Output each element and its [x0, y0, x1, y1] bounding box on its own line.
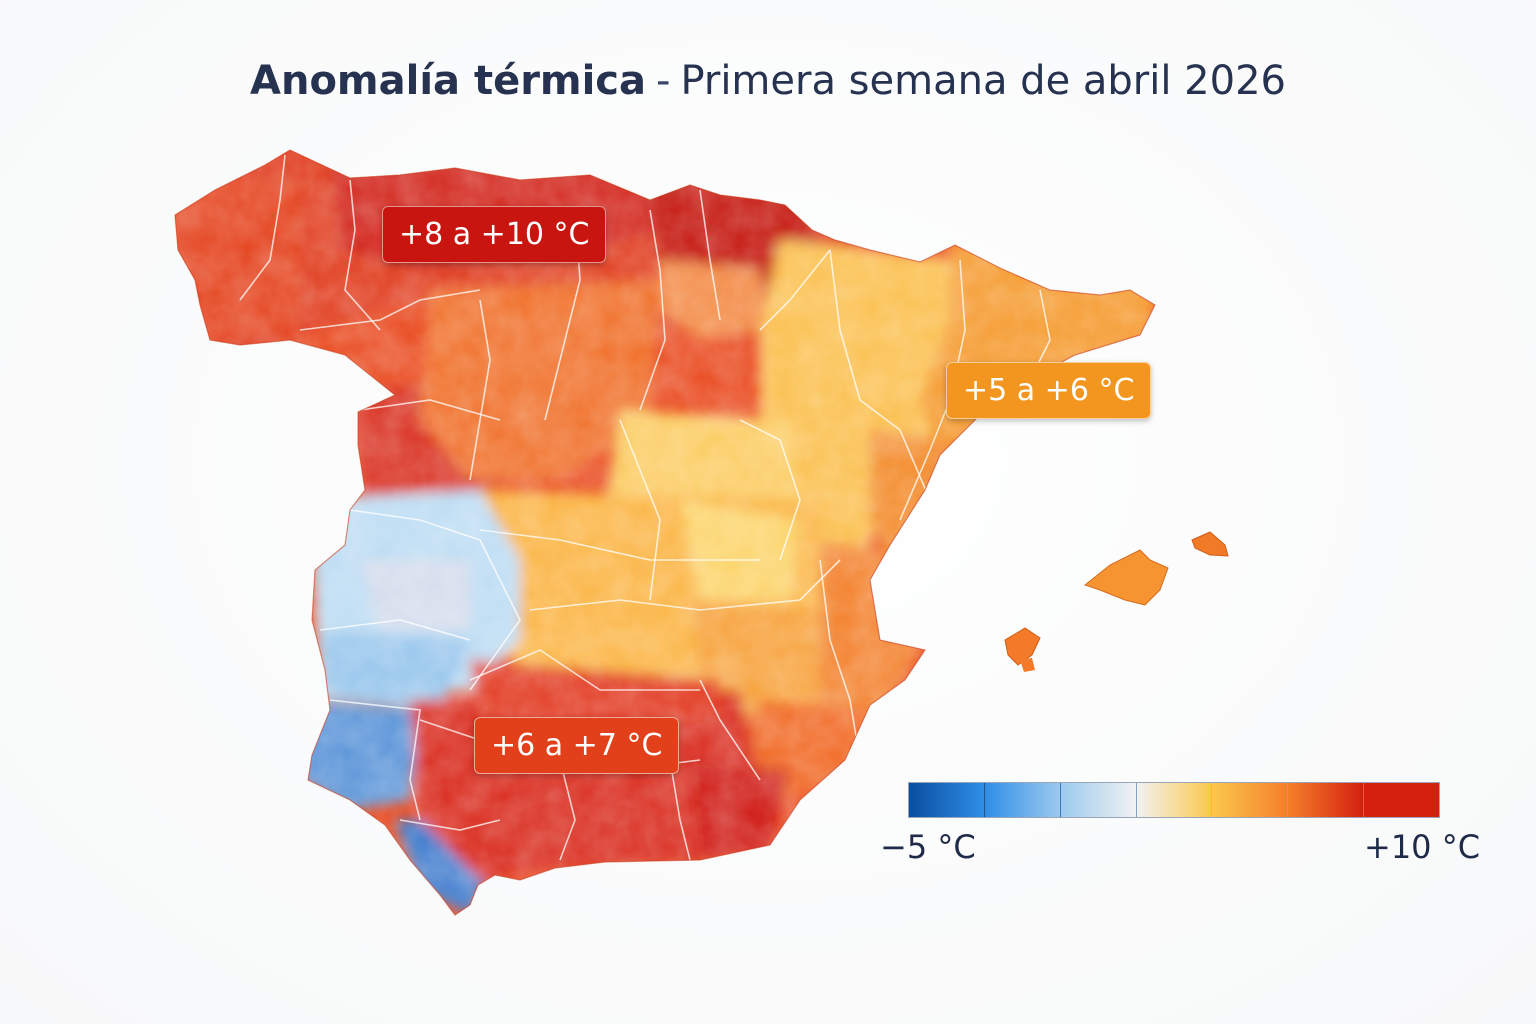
title-bold: Anomalía térmica: [250, 58, 647, 104]
border-line: [349, 509, 521, 691]
coastline: [174, 149, 1156, 916]
border-line: [469, 299, 491, 481]
badge-south-anomaly: +6 a +7 °C: [474, 717, 680, 774]
border-line: [829, 249, 931, 501]
border-line: [639, 209, 666, 411]
border-line: [479, 529, 760, 561]
legend-swatch: [1288, 783, 1365, 817]
menorca-island: [1191, 531, 1229, 557]
mallorca-island: [1083, 549, 1169, 606]
formentera-island: [1020, 658, 1035, 672]
color-legend: [908, 782, 1440, 818]
border-line: [819, 559, 861, 761]
border-line: [329, 699, 421, 821]
border-line: [739, 419, 801, 561]
legend-swatch: [1364, 783, 1440, 817]
legend-swatch: [1212, 783, 1289, 817]
legend-max-label: +10 °C: [1364, 828, 1481, 866]
legend-swatch: [984, 783, 1061, 817]
legend-swatch: [909, 783, 985, 817]
page-title: Anomalía térmica - Primera semana de abril…: [0, 58, 1536, 104]
legend-swatch: [1136, 783, 1213, 817]
border-line: [359, 399, 501, 421]
legend-swatch: [1060, 783, 1137, 817]
border-line: [529, 559, 841, 611]
border-line: [699, 189, 721, 321]
border-line: [344, 179, 381, 331]
border-line: [699, 679, 761, 781]
badge-east-anomaly: +5 a +6 °C: [946, 362, 1152, 419]
border-line: [669, 759, 691, 861]
border-line: [319, 619, 471, 641]
title-rest: Primera semana de abril 2026: [680, 58, 1286, 104]
title-separator: -: [656, 58, 671, 104]
border-line: [239, 154, 286, 301]
border-line: [559, 759, 576, 861]
balearic-islands: [1004, 531, 1229, 672]
border-line: [759, 249, 831, 331]
legend-min-label: −5 °C: [880, 828, 976, 866]
badge-north-anomaly: +8 a +10 °C: [382, 206, 607, 263]
border-line: [399, 819, 501, 831]
border-line: [299, 289, 481, 331]
ibiza-island: [1004, 627, 1041, 666]
border-line: [469, 649, 700, 691]
